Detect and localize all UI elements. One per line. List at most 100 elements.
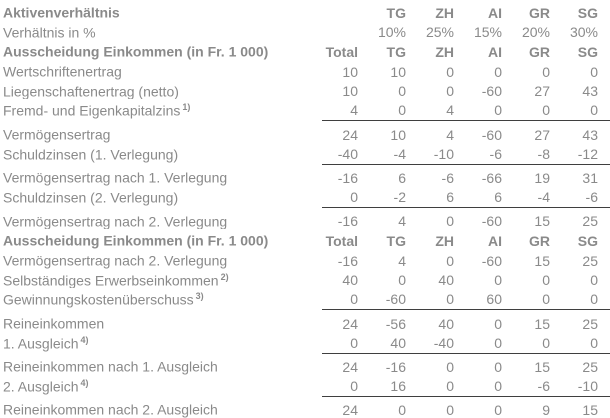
cell-value: 25 — [582, 315, 598, 332]
cell-value: 0 — [562, 99, 610, 122]
cell-value: 27 — [534, 126, 550, 143]
cell-value: -10 — [418, 142, 466, 165]
table-row: Schuldzinsen (1. Verlegung) -40 -4 -10 -… — [0, 142, 610, 165]
footnote-marker: 3) — [195, 291, 204, 302]
row-label-text: Verhältnis in % — [3, 24, 96, 41]
cell-value: 15 — [534, 315, 550, 332]
row-label: Ausscheidung Einkommen (in Fr. 1 000) — [0, 40, 322, 60]
cell-value: 0 — [398, 83, 406, 100]
cell-value: 25 — [582, 252, 598, 269]
table-row: Fremd- und Eigenkapitalzins 1) 4 0 4 0 0 … — [0, 99, 610, 122]
cell-value: -4 — [514, 185, 562, 209]
cell-value: 25% — [425, 24, 454, 41]
cell-value: 10 — [390, 126, 406, 143]
row-label: Vermögensertrag — [0, 121, 322, 143]
row-label: Fremd- und Eigenkapitalzins 1) — [0, 99, 322, 121]
table-row: Ausscheidung Einkommen (in Fr. 1 000) To… — [0, 229, 610, 249]
cell-value: 0 — [514, 331, 562, 354]
row-label: Verhältnis in % — [0, 21, 322, 41]
row-label-text: Gewinnungskostenüberschuss — [3, 291, 194, 308]
cell-value: 9 — [542, 402, 550, 418]
row-label: Vermögensertrag nach 2. Verlegung — [0, 208, 322, 229]
footnote-marker: 2) — [220, 271, 229, 282]
row-label: Reineinkommen nach 1. Ausgleich — [0, 353, 322, 375]
cell-value: SG — [577, 232, 598, 249]
cell-value: 0 — [446, 83, 454, 100]
cell-value: -60 — [481, 213, 502, 230]
cell-value: 20% — [521, 24, 550, 41]
row-label-text: Selbständiges Erwerbseinkommen — [3, 272, 219, 289]
cell-value: 0 — [446, 213, 454, 230]
table-row: Vermögensertrag nach 1. Verlegung -16 6 … — [0, 164, 610, 186]
cell-value: 0 — [446, 252, 454, 269]
cell-value: 0 — [466, 374, 514, 397]
cell-value: 0 — [322, 185, 370, 209]
row-label: Reineinkommen nach 2. Ausgleich — [0, 396, 322, 418]
cell-value: 10 — [342, 83, 358, 100]
row-label-text: Ausscheidung Einkommen (in Fr. 1 000) — [3, 232, 269, 249]
cell-value: 24 — [342, 126, 358, 143]
cell-value: 0 — [542, 63, 550, 80]
footnote-marker: 1) — [182, 102, 191, 113]
cell-value: TG — [386, 4, 406, 21]
cell-value: 6 — [466, 185, 514, 209]
row-label-text: Reineinkommen — [3, 315, 105, 332]
cell-value: Total — [325, 232, 358, 249]
cell-value: -8 — [514, 142, 562, 165]
row-label: Wertschriftenertrag — [0, 60, 322, 80]
cell-value: 43 — [582, 126, 598, 143]
cell-value: -40 — [418, 331, 466, 354]
cell-value: 24 — [342, 315, 358, 332]
row-label-text: Ausscheidung Einkommen (in Fr. 1 000) — [3, 43, 269, 60]
cell-value: 0 — [446, 402, 454, 418]
row-label: Ausscheidung Einkommen (in Fr. 1 000) — [0, 229, 322, 249]
table-row: 2. Ausgleich 4) 0 16 0 0 -6 -10 — [0, 374, 610, 397]
cell-value: -16 — [337, 169, 358, 186]
table-row: Gewinnungskostenüberschuss 3) 0 -60 0 60 … — [0, 288, 610, 311]
cell-value: 0 — [370, 99, 418, 122]
cell-value — [322, 1, 370, 21]
row-label: Reineinkommen — [0, 310, 322, 332]
cell-value: 40 — [370, 331, 418, 354]
cell-value: -2 — [370, 185, 418, 209]
cell-value: 0 — [590, 272, 598, 289]
table-row: Vermögensertrag 24 10 4 -60 27 43 — [0, 121, 610, 143]
row-label: Schuldzinsen (2. Verlegung) — [0, 186, 322, 208]
cell-value: 0 — [418, 374, 466, 397]
table-row: Ausscheidung Einkommen (in Fr. 1 000) To… — [0, 40, 610, 60]
row-label-text: Fremd- und Eigenkapitalzins — [3, 102, 181, 119]
cell-value: -60 — [481, 252, 502, 269]
cell-value: -40 — [322, 142, 370, 165]
cell-value: -56 — [385, 315, 406, 332]
cell-value: 0 — [418, 288, 466, 311]
cell-value: 0 — [514, 99, 562, 122]
table-row: Reineinkommen nach 2. Ausgleich 24 0 0 0… — [0, 396, 610, 418]
table-row: Aktivenverhältnis TG ZH AI GR SG — [0, 1, 610, 21]
row-label-text: Liegenschaftenertrag (netto) — [3, 83, 179, 100]
cell-value: 15 — [534, 213, 550, 230]
cell-value: 0 — [562, 331, 610, 354]
cell-value: 40 — [342, 272, 358, 289]
cell-value: 0 — [494, 272, 502, 289]
row-label: Schuldzinsen (1. Verlegung) — [0, 143, 322, 165]
cell-value: 15 — [582, 402, 598, 418]
table-row: Vermögensertrag nach 2. Verlegung -16 4 … — [0, 208, 610, 230]
cell-value: 15 — [534, 358, 550, 375]
row-label-text: Aktivenverhältnis — [3, 4, 120, 21]
cell-value: ZH — [435, 43, 454, 60]
cell-value: -66 — [481, 169, 502, 186]
table-row: 1. Ausgleich 4) 0 40 -40 0 0 0 — [0, 331, 610, 354]
cell-value: 40 — [438, 272, 454, 289]
cell-value: 4 — [398, 252, 406, 269]
cell-value: ZH — [435, 4, 454, 21]
cell-value: GR — [529, 232, 550, 249]
row-label-text: Schuldzinsen (1. Verlegung) — [3, 146, 179, 163]
cell-value: -6 — [466, 142, 514, 165]
cell-value: 24 — [342, 402, 358, 418]
cell-value: 19 — [534, 169, 550, 186]
cell-value: 4 — [322, 99, 370, 122]
cell-value: -16 — [337, 252, 358, 269]
cell-value: 15% — [473, 24, 502, 41]
cell-value: 30% — [569, 24, 598, 41]
